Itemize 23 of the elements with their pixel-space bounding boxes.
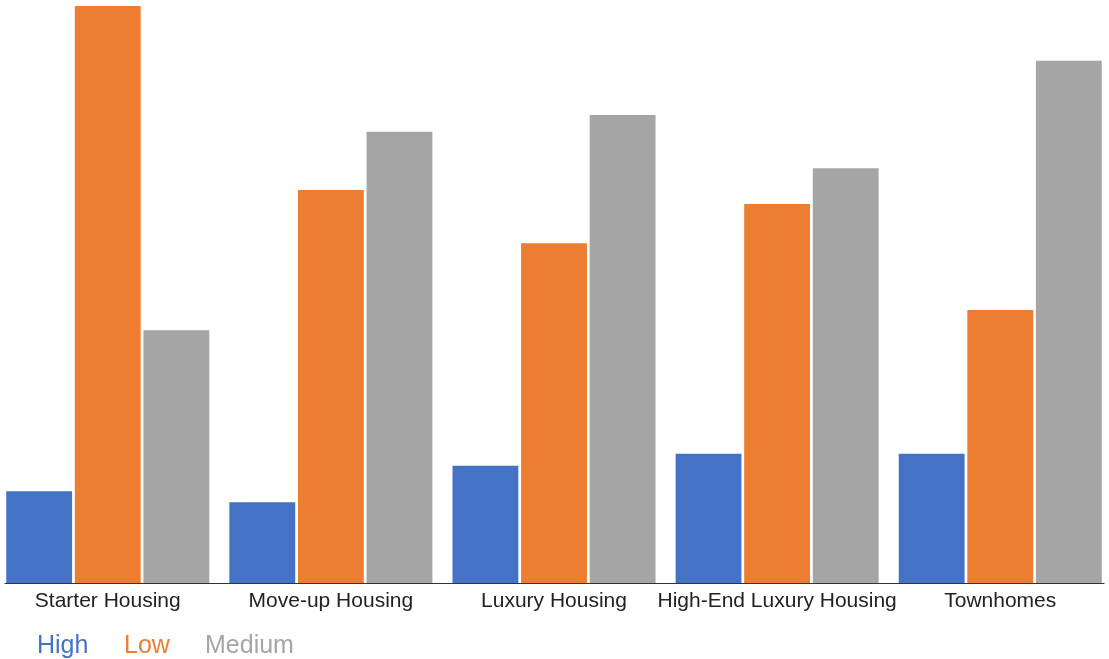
bar [589, 115, 656, 583]
series-label: Low [124, 629, 171, 658]
x-tick-label: Starter Housing [34, 587, 181, 611]
bar [229, 502, 296, 583]
x-tick-label: Move-up Housing [248, 587, 414, 611]
bar [967, 310, 1034, 583]
bar [898, 453, 965, 583]
bar [1035, 60, 1102, 583]
bar [366, 131, 433, 583]
bar [6, 491, 73, 583]
series-label: Medium [205, 629, 294, 658]
bar [675, 453, 742, 583]
x-tick-label: Luxury Housing [481, 587, 627, 611]
x-tick-label: High-End Luxury Housing [657, 587, 897, 611]
bar [521, 243, 587, 583]
bar [143, 330, 210, 583]
bar [74, 6, 141, 583]
bar [297, 190, 364, 583]
x-tick-label: Townhomes [944, 587, 1057, 611]
bar [744, 203, 811, 583]
bar [812, 168, 879, 583]
bar [452, 465, 519, 583]
series-label: High [37, 629, 89, 658]
